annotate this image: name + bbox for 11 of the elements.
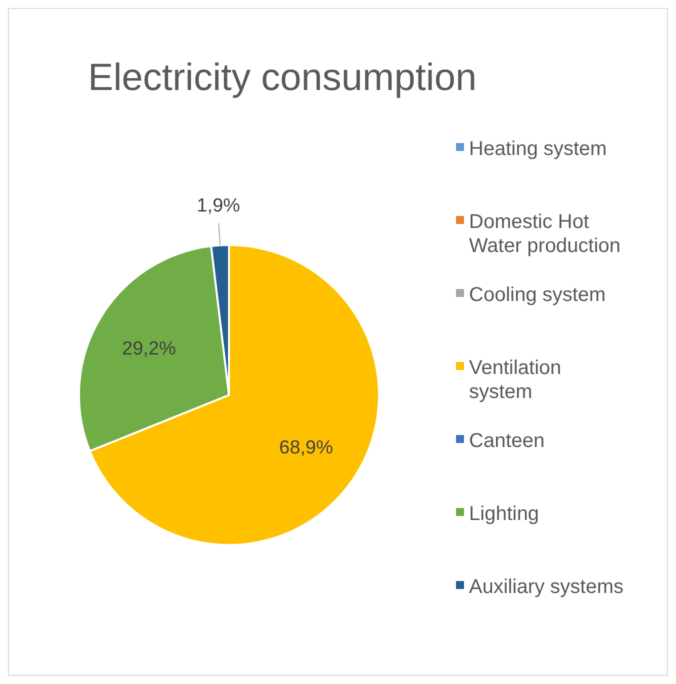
data-label: 1,9% [196, 195, 240, 216]
legend-label: Canteen [469, 430, 545, 452]
chart-title: Electricity consumption [88, 57, 477, 99]
data-label: 68,9% [279, 438, 334, 459]
legend-label: Lighting [469, 503, 540, 525]
data-label: 29,2% [122, 338, 176, 360]
legend-label: Ventilation system [469, 357, 562, 403]
legend-label: Cooling system [469, 284, 606, 306]
legend-label: Heating system [469, 138, 607, 160]
legend-label: Domestic Hot Water production [469, 211, 621, 257]
legend-label: Auxiliary systems [469, 576, 624, 598]
